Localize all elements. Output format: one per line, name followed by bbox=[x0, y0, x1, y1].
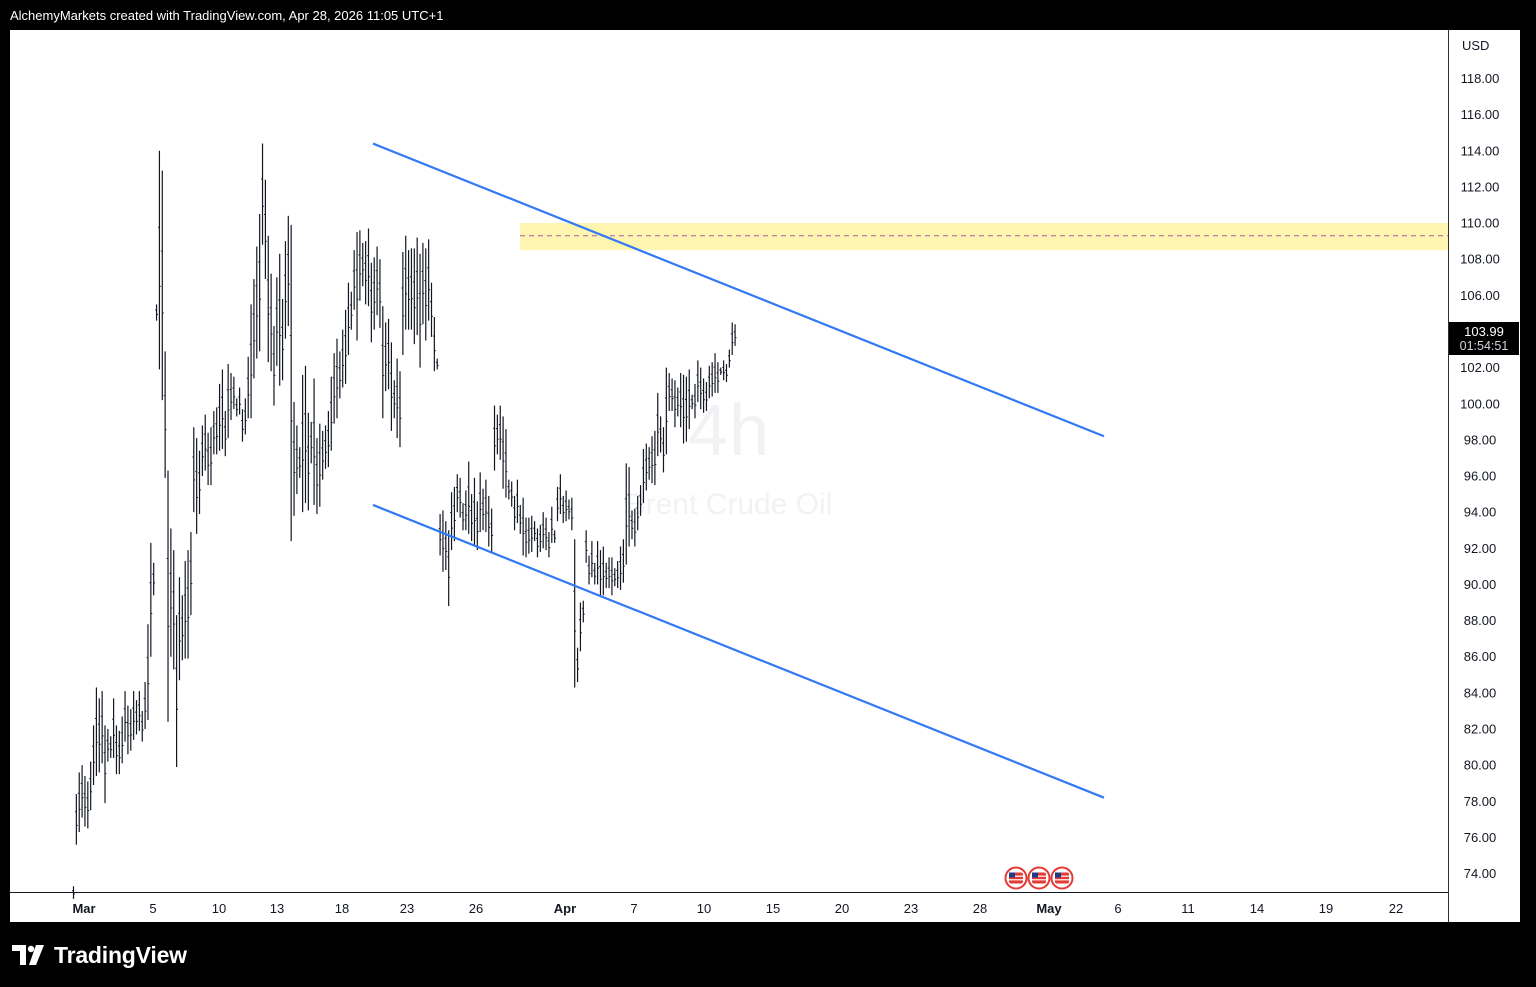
time-tick-label: Mar bbox=[72, 901, 95, 916]
tradingview-brand[interactable]: TradingView bbox=[12, 940, 187, 970]
time-tick-label: 23 bbox=[904, 901, 918, 916]
price-tick-label: 78.00 bbox=[1464, 794, 1497, 809]
price-tick-label: 112.00 bbox=[1461, 179, 1500, 194]
time-tick-label: 20 bbox=[835, 901, 849, 916]
chart-credit-caption: AlchemyMarkets created with TradingView.… bbox=[10, 8, 444, 23]
price-tick-label: 86.00 bbox=[1464, 649, 1497, 664]
price-tick-label: 118.00 bbox=[1461, 71, 1500, 86]
time-tick-label: 11 bbox=[1181, 901, 1195, 916]
channel-lower-trendline[interactable] bbox=[372, 503, 1105, 799]
time-tick-label: 18 bbox=[335, 901, 349, 916]
price-tick-label: 74.00 bbox=[1464, 866, 1497, 881]
price-tick-label: 106.00 bbox=[1460, 288, 1500, 303]
price-tick-label: 110.00 bbox=[1461, 216, 1500, 231]
time-tick-label: 28 bbox=[973, 901, 987, 916]
price-tick-label: 88.00 bbox=[1464, 613, 1497, 628]
time-tick-label: May bbox=[1036, 901, 1062, 916]
price-tick-label: 90.00 bbox=[1464, 577, 1497, 592]
price-tick-label: 82.00 bbox=[1464, 722, 1497, 737]
time-tick-label: 22 bbox=[1389, 901, 1403, 916]
time-tick-label: Apr bbox=[554, 901, 576, 916]
time-tick-label: 15 bbox=[766, 901, 780, 916]
price-tick-label: 76.00 bbox=[1464, 830, 1497, 845]
price-tick-label: 98.00 bbox=[1464, 432, 1497, 447]
price-tick-label: 80.00 bbox=[1464, 758, 1497, 773]
time-tick-label: 23 bbox=[400, 901, 414, 916]
time-tick-label: 5 bbox=[149, 901, 156, 916]
price-tick-label: 102.00 bbox=[1460, 360, 1500, 375]
us-flag-icon-canton bbox=[1032, 872, 1038, 878]
time-tick-label: 10 bbox=[697, 901, 711, 916]
price-tick-label: 96.00 bbox=[1464, 469, 1497, 484]
time-tick-label: 7 bbox=[630, 901, 637, 916]
time-tick-label: 19 bbox=[1319, 901, 1333, 916]
time-tick-label: 26 bbox=[469, 901, 483, 916]
price-tick-label: 100.00 bbox=[1460, 396, 1500, 411]
price-tick-label: 116.00 bbox=[1461, 107, 1500, 122]
price-chart[interactable]: 74.00 76.00 78.00 80.00 82.00 84.00 86.00 88.00… bbox=[10, 30, 1520, 922]
time-tick-label: 13 bbox=[270, 901, 284, 916]
price-tick-label: 92.00 bbox=[1464, 541, 1497, 556]
tradingview-logo-icon bbox=[12, 945, 44, 965]
time-tick-label: 10 bbox=[212, 901, 226, 916]
us-flag-icon-canton bbox=[1055, 872, 1061, 878]
channel-upper-trendline[interactable] bbox=[372, 142, 1105, 438]
time-tick-label: 6 bbox=[1114, 901, 1121, 916]
price-tick-label: 84.00 bbox=[1464, 685, 1497, 700]
chart-pane[interactable]: 4h Brent Crude Oil 74.00 76.00 78.00 80.00 8… bbox=[10, 30, 1520, 922]
price-tick-label: 94.00 bbox=[1464, 505, 1497, 520]
last-price-tag: 103.99 01:54:51 bbox=[1449, 322, 1519, 355]
price-tick-label: 108.00 bbox=[1460, 252, 1500, 267]
brand-wordmark: TradingView bbox=[54, 941, 187, 968]
resistance-zone[interactable] bbox=[520, 223, 1448, 251]
bar-countdown: 01:54:51 bbox=[1459, 339, 1509, 353]
last-price-value: 103.99 bbox=[1464, 324, 1504, 339]
currency-label[interactable]: USD bbox=[1462, 38, 1490, 53]
us-flag-icon-canton bbox=[1009, 872, 1015, 878]
time-tick-label: 14 bbox=[1250, 901, 1264, 916]
price-tick-label: 114.00 bbox=[1461, 143, 1500, 158]
